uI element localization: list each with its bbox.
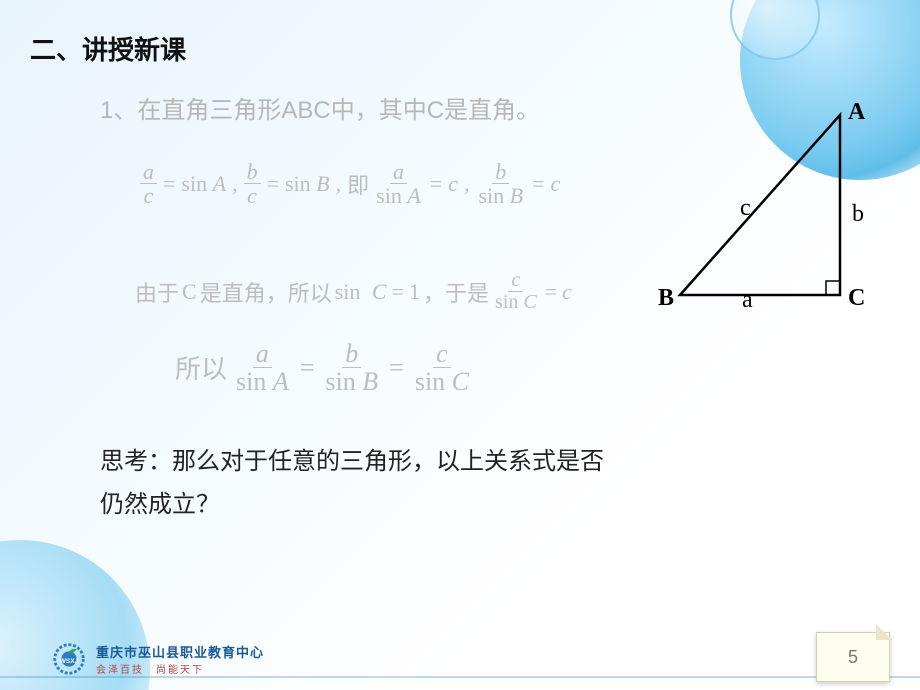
formula-row-2: 由于 C 是直角，所以 sin C = 1 ，于是 csin C = c [135, 270, 572, 313]
svg-text:WSXJ: WSXJ [60, 658, 79, 665]
vertex-label-B: B [658, 285, 674, 312]
thinking-question: 思考：那么对于任意的三角形，以上关系式是否 仍然成立？ [100, 440, 740, 526]
intro-line: 1、在直角三角形ABC中，其中C是直角。 [100, 90, 540, 125]
formula-row-3: 所以 asin A = bsin B = csin C [175, 340, 472, 396]
side-label-c: c [740, 195, 751, 222]
triangle-diagram: A B C a b c [670, 105, 880, 315]
side-label-a: a [742, 287, 753, 314]
page-number-note: 5 [810, 626, 890, 682]
formula-row-1: ac = sin A , bc = sin B , 即 asin A = c ,… [140, 160, 560, 207]
vertex-label-C: C [848, 285, 865, 312]
triangle-svg [670, 105, 880, 315]
footer-motto: 会泽百技 尚能天下 [96, 661, 264, 676]
footer-logo-block: WSXJ 重庆市巫山县职业教育中心 会泽百技 尚能天下 [50, 640, 264, 678]
footer-logo-text: 重庆市巫山县职业教育中心 会泽百技 尚能天下 [96, 642, 264, 676]
footer-org-name: 重庆市巫山县职业教育中心 [96, 642, 264, 661]
section-heading: 二、讲授新课 [30, 30, 186, 67]
note-fold-corner [876, 624, 892, 640]
school-logo-icon: WSXJ [50, 640, 88, 678]
footer: WSXJ 重庆市巫山县职业教育中心 会泽百技 尚能天下 5 [0, 630, 920, 690]
vertex-label-A: A [848, 99, 865, 126]
side-label-b: b [852, 201, 864, 228]
